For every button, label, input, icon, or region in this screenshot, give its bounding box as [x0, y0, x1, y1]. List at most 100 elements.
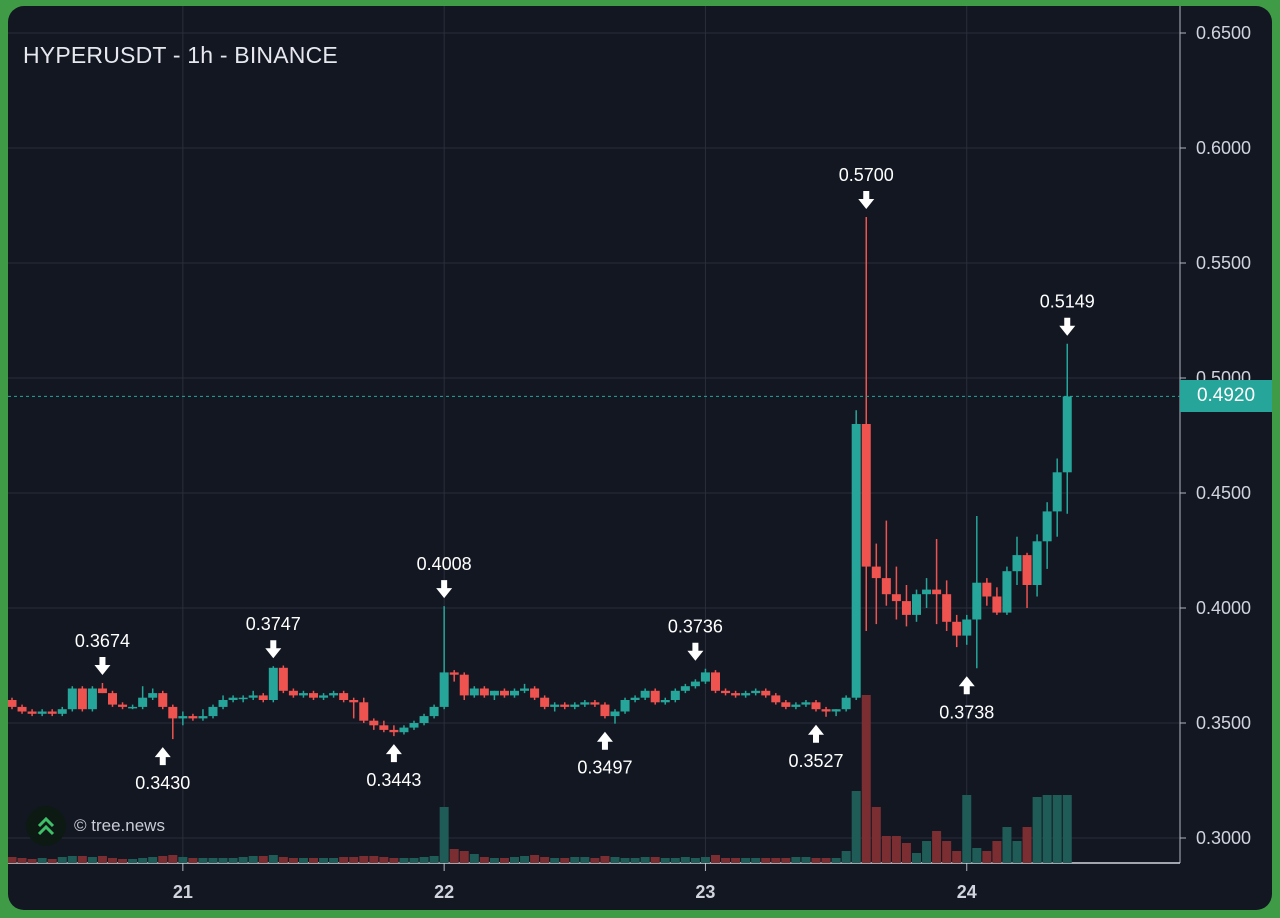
- volume-bar: [530, 855, 540, 863]
- candle-body: [771, 695, 781, 703]
- volume-bar: [741, 858, 751, 863]
- volume-bar: [761, 858, 771, 863]
- volume-bar: [499, 858, 509, 863]
- candle-body: [600, 704, 610, 717]
- volume-bar: [1012, 841, 1022, 863]
- volume-bar: [309, 858, 318, 863]
- volume-bar: [962, 795, 972, 863]
- chart-frame: 0.6500 0.6000 0.5500 0.5000 0.4500 0.4000 0.35…: [8, 6, 1272, 910]
- x-tick-label: 21: [173, 882, 193, 902]
- volume-bar: [640, 857, 650, 863]
- volume-bar: [580, 857, 590, 863]
- candle-body: [309, 693, 318, 698]
- volume-bar: [711, 855, 720, 863]
- candle-body: [479, 688, 489, 696]
- volume-bar: [891, 836, 901, 863]
- candle-body: [188, 716, 198, 719]
- candle-body: [861, 424, 871, 567]
- candle-body: [811, 702, 821, 710]
- candle-body: [238, 697, 248, 700]
- candle-body: [459, 674, 469, 696]
- candle-body: [1032, 541, 1042, 585]
- arrow-down-icon: [436, 580, 453, 599]
- volume-bar: [459, 851, 469, 863]
- volume-bar: [148, 857, 158, 863]
- arrow-up-icon: [958, 676, 975, 695]
- volume-bar: [429, 856, 439, 863]
- volume-bar: [831, 858, 841, 863]
- high-annotation-label: 0.3736: [668, 617, 723, 637]
- volume-bar: [871, 807, 881, 863]
- candle-body: [530, 688, 540, 698]
- candle-body: [429, 706, 439, 717]
- volume-bar: [700, 857, 710, 863]
- watermark-text: © tree.news: [74, 816, 165, 835]
- volume-bar: [1052, 795, 1062, 863]
- volume-bar: [650, 857, 660, 863]
- candle-body: [208, 706, 218, 717]
- volume-bar: [851, 791, 861, 863]
- candle-body: [499, 690, 509, 696]
- candle-body: [1052, 472, 1062, 512]
- candle-body: [369, 720, 379, 726]
- candle-body: [379, 725, 389, 730]
- candle-body: [298, 693, 308, 696]
- candle-body: [17, 706, 27, 712]
- volume-bar: [912, 853, 921, 863]
- volume-bar: [128, 859, 138, 863]
- volume-bar: [319, 858, 329, 863]
- volume-bar: [268, 855, 278, 863]
- volume-bar: [238, 857, 248, 863]
- volume-bar: [550, 858, 560, 863]
- candle-body: [721, 690, 731, 694]
- volume-bar: [590, 858, 600, 863]
- volume-bar: [841, 851, 851, 863]
- volume-bar: [168, 855, 178, 863]
- candle-body: [821, 709, 831, 712]
- candle-body: [27, 711, 37, 714]
- volume-bar: [158, 856, 168, 863]
- candle-body: [288, 690, 298, 696]
- candle-body: [962, 619, 972, 636]
- candle-body: [510, 690, 519, 696]
- y-tick-label: 0.4000: [1196, 598, 1251, 618]
- y-tick-label: 0.3500: [1196, 713, 1251, 733]
- candle-body: [952, 621, 962, 636]
- candle-body: [118, 704, 128, 707]
- candle-body: [268, 667, 278, 700]
- candle-body: [359, 702, 369, 721]
- candle-body: [77, 688, 87, 710]
- candle-body: [630, 697, 640, 700]
- candle-body: [891, 594, 901, 602]
- volume-bar: [821, 858, 831, 863]
- volume-bar: [982, 851, 992, 863]
- high-annotation-label: 0.5149: [1040, 292, 1095, 312]
- volume-bar: [208, 858, 218, 863]
- volume-bar: [992, 841, 1002, 863]
- candle-body: [489, 690, 499, 696]
- candle-body: [901, 601, 911, 615]
- candle-body: [640, 690, 650, 698]
- candle-body: [751, 690, 761, 694]
- volume-bar: [349, 857, 359, 863]
- candle-body: [841, 697, 851, 710]
- volume-bar: [419, 857, 429, 863]
- candle-body: [650, 690, 660, 703]
- volume-bar: [610, 857, 620, 863]
- volume-bar: [600, 856, 610, 863]
- arrow-down-icon: [265, 640, 282, 659]
- candle-body: [419, 716, 429, 723]
- volume-bar: [369, 856, 379, 863]
- candle-body: [138, 697, 148, 707]
- candle-body: [1002, 571, 1012, 613]
- volume-bar: [47, 859, 57, 863]
- candle-body: [168, 706, 178, 719]
- volume-bar: [449, 849, 459, 863]
- arrow-down-icon: [94, 656, 111, 675]
- volume-bar: [781, 858, 791, 863]
- volume-bar: [771, 858, 781, 863]
- candle-body: [87, 688, 97, 710]
- volume-bar: [560, 858, 570, 863]
- volume-bar: [690, 858, 700, 863]
- volume-bar: [359, 856, 369, 863]
